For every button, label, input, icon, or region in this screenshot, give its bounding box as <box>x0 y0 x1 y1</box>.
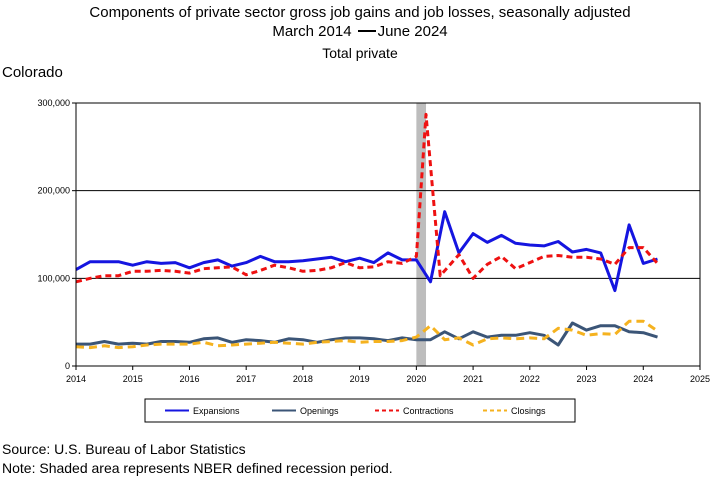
state-label: Colorado <box>2 64 63 81</box>
chart-subtitle: Total private <box>322 45 398 61</box>
legend-label-contractions: Contractions <box>403 406 454 416</box>
series-line-contractions <box>75 112 659 284</box>
x-tick-label: 2025 <box>690 374 710 384</box>
chart-date-range: March 2014 June 2024 <box>0 23 720 41</box>
plot-border <box>75 102 701 367</box>
x-tick-label: 2019 <box>350 374 370 384</box>
y-tick-label: 200,000 <box>37 186 70 196</box>
date-range-start: March 2014 <box>272 23 352 40</box>
recession-note: Note: Shaded area represents NBER define… <box>2 460 393 476</box>
legend-box <box>144 398 576 423</box>
chart-title: Components of private sector gross job g… <box>89 4 631 21</box>
series-line-closings <box>75 319 659 350</box>
recession-shade <box>416 103 427 366</box>
x-tick-label: 2024 <box>633 374 653 384</box>
series-lines <box>75 112 659 350</box>
x-tick-label: 2017 <box>236 374 256 384</box>
series-line-expansions <box>75 210 658 293</box>
y-tick-label: 300,000 <box>37 98 70 108</box>
legend: Expansions Openings Contractions Closings <box>144 398 576 423</box>
gridlines <box>76 190 700 279</box>
legend-label-closings: Closings <box>511 406 546 416</box>
plot-background <box>76 103 700 366</box>
axes: 0 100,000 200,000 300,000 2014 2015 2016 2017 20… <box>37 98 710 384</box>
legend-label-openings: Openings <box>300 406 339 416</box>
plot-frame-fill <box>76 103 700 366</box>
x-tick-label: 2021 <box>463 374 483 384</box>
range-dash-icon <box>357 30 376 33</box>
x-tick-label: 2022 <box>520 374 540 384</box>
y-tick-label: 0 <box>65 361 70 371</box>
date-range-end: June 2024 <box>377 23 448 40</box>
y-tick-label: 100,000 <box>37 273 70 283</box>
source-note: Source: U.S. Bureau of Labor Statistics <box>2 441 246 457</box>
recession-shade-layer <box>416 103 427 366</box>
x-tick-label: 2016 <box>179 374 199 384</box>
x-tick-label: 2020 <box>406 374 426 384</box>
x-tick-label: 2014 <box>66 374 86 384</box>
x-tick-label: 2018 <box>293 374 313 384</box>
x-tick-label: 2023 <box>577 374 597 384</box>
series-line-openings <box>76 321 658 347</box>
legend-label-expansions: Expansions <box>193 406 240 416</box>
x-tick-label: 2015 <box>123 374 143 384</box>
